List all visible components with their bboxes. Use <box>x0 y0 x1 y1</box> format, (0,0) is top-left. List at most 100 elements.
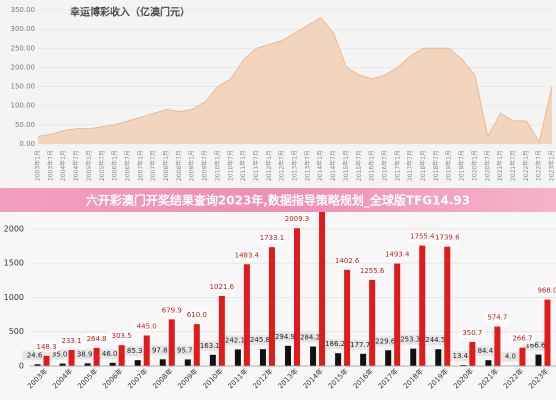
x-tick-label: 2008年7月 <box>175 150 183 181</box>
data-label: 1021.6 <box>210 283 235 291</box>
label-box <box>134 321 159 332</box>
x-tick-label: 2018年7月 <box>432 150 440 181</box>
x-tick-label: 2012年7月 <box>278 150 286 181</box>
x-tick-label: 2014年7月 <box>329 150 337 181</box>
label-box <box>523 340 548 351</box>
y-tick-label: 1000 <box>4 293 24 302</box>
label-box <box>435 232 460 243</box>
data-label: 13.4 <box>453 352 469 360</box>
x-tick-label: 2006年1月 <box>111 150 119 181</box>
label-box <box>373 336 398 347</box>
label-box <box>485 312 510 323</box>
x-tick-label: 2011年7月 <box>252 150 260 181</box>
data-label: 303.5 <box>112 332 132 340</box>
x-tick-label: 2010年1月 <box>213 150 221 181</box>
bar <box>494 326 501 366</box>
data-label: 253.3 <box>400 336 420 344</box>
data-label: 1733.1 <box>260 234 285 242</box>
label-box <box>298 332 323 343</box>
bar <box>234 349 241 366</box>
data-label: 968.0 <box>537 287 556 295</box>
data-label: 38.9 <box>77 350 93 358</box>
x-tick-label: 2005年1月 <box>85 150 93 181</box>
y-tick-label: 200.00 <box>11 63 36 71</box>
x-tick-label: 2020年1月 <box>470 150 478 181</box>
x-tick-label: 2016年7月 <box>380 150 388 181</box>
data-label: 679.9 <box>162 306 182 314</box>
label-box <box>448 351 473 362</box>
bar <box>218 295 225 366</box>
data-label: 266.7 <box>512 335 532 343</box>
data-label: 229.6 <box>375 337 396 345</box>
data-label: 233.1 <box>62 337 82 345</box>
x-tick-label: 2014年1月 <box>316 150 324 181</box>
data-label: 1493.4 <box>385 251 410 259</box>
x-tick-label: 2010年7月 <box>226 150 234 181</box>
data-label: 186.2 <box>325 340 345 348</box>
label-box <box>473 346 498 357</box>
x-tick-label: 2012年1月 <box>265 150 273 181</box>
data-label: 244.5 <box>425 336 445 344</box>
x-tick-label: 2023年1月 <box>548 150 556 181</box>
label-box <box>97 348 122 359</box>
x-tick-label: 2019年7月 <box>458 150 466 181</box>
label-box <box>84 333 109 344</box>
bar <box>109 362 116 366</box>
bar <box>444 246 451 366</box>
bar <box>193 324 200 366</box>
label-box <box>34 341 59 352</box>
bar <box>544 299 551 366</box>
x-tick-label: 2020年7月 <box>483 150 491 181</box>
data-label: 1483.4 <box>235 251 260 259</box>
x-tick-label: 2003年1月 <box>34 150 42 181</box>
label-box <box>247 335 272 346</box>
bar <box>268 247 275 366</box>
x-tick-label: 2009年7月 <box>201 150 209 181</box>
bar <box>485 360 492 366</box>
banner <box>0 188 556 212</box>
label-box <box>385 249 410 260</box>
bar <box>243 264 250 366</box>
x-tick-label: 2021年7月 <box>509 150 517 181</box>
data-label: 24.6 <box>27 351 43 359</box>
label-box <box>122 346 147 357</box>
bar <box>34 364 41 366</box>
label-box <box>335 255 360 266</box>
charts: 0.00 50.00 100.00 150.00 200.00 250.00 300.00 3… <box>4 6 556 390</box>
label-box <box>184 310 209 321</box>
bar <box>369 279 376 366</box>
label-box <box>59 336 84 347</box>
x-tick-label: 2022年7月 <box>535 150 543 181</box>
data-label: 163.1 <box>200 342 220 350</box>
data-label: 445.0 <box>137 322 157 330</box>
data-label: 84.4 <box>478 347 494 355</box>
label-box <box>535 285 556 296</box>
data-label: 284.2 <box>300 334 320 342</box>
x-tick-label: 2009年1月 <box>188 150 196 181</box>
y-tick-label: 350.00 <box>11 6 36 14</box>
label-box <box>410 231 435 242</box>
data-label: 294.9 <box>275 333 295 341</box>
data-label: 1755.4 <box>410 233 435 241</box>
bar <box>360 353 367 366</box>
bar <box>294 228 300 366</box>
label-box <box>72 349 97 360</box>
y-tick-label: 500 <box>9 327 24 336</box>
bar <box>134 360 141 366</box>
label-box <box>348 339 373 350</box>
data-label: 264.8 <box>87 335 107 343</box>
x-tick-label: 2004年7月 <box>72 150 80 181</box>
bar <box>159 359 166 366</box>
x-tick-label: 2003年7月 <box>46 150 54 181</box>
x-tick-label: 2007年7月 <box>149 150 157 181</box>
label-box <box>259 233 284 244</box>
bar <box>184 359 191 366</box>
label-box <box>498 351 523 362</box>
label-box <box>460 327 485 338</box>
x-tick-label: 2016年1月 <box>368 150 376 181</box>
label-box <box>209 281 234 292</box>
bar <box>259 349 266 366</box>
label-box <box>273 331 297 342</box>
x-tick-label: 2015年1月 <box>342 150 350 181</box>
